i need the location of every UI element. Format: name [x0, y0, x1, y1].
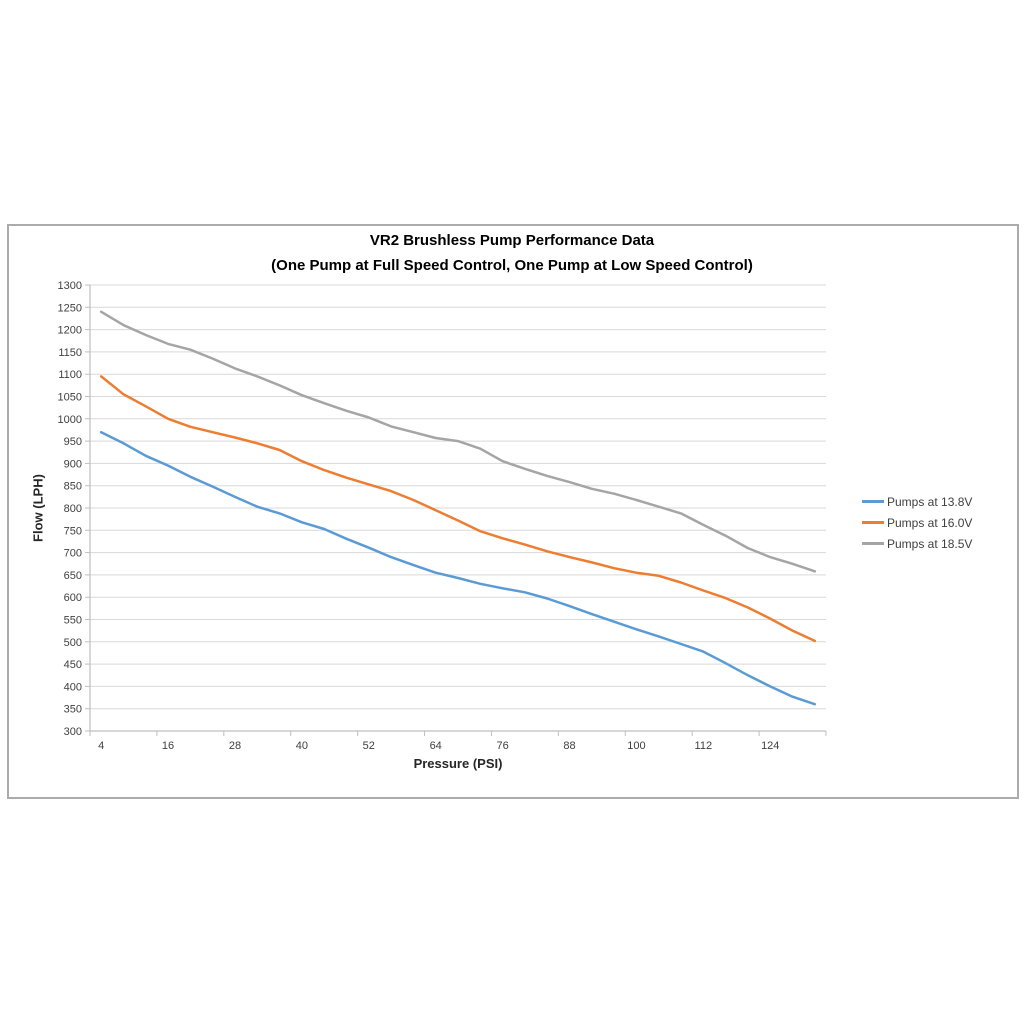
y-tick-label: 500 — [64, 637, 82, 649]
legend-item-label: Pumps at 16.0V — [887, 515, 973, 530]
x-tick-label: 40 — [296, 740, 308, 752]
y-tick-label: 600 — [64, 592, 82, 604]
series-line-pumps-at-13-8v — [99, 430, 817, 706]
x-tick-label: 76 — [496, 740, 508, 752]
legend-item-label: Pumps at 13.8V — [887, 494, 973, 509]
y-tick-label: 700 — [64, 548, 82, 560]
y-tick-label: 1250 — [58, 302, 82, 314]
y-tick-label: 400 — [64, 681, 82, 693]
chart-frame — [7, 224, 1019, 799]
y-tick-label: 350 — [64, 704, 82, 716]
y-tick-label: 450 — [64, 659, 82, 671]
legend-item: Pumps at 18.5V — [862, 533, 972, 554]
x-tick-label: 112 — [695, 740, 713, 752]
y-tick-label: 650 — [64, 570, 82, 582]
y-tick-label: 1150 — [58, 347, 82, 359]
y-tick-label: 550 — [64, 615, 82, 627]
legend-item: Pumps at 13.8V — [862, 491, 972, 512]
y-tick-label: 750 — [64, 525, 82, 537]
legend-item: Pumps at 16.0V — [862, 512, 972, 533]
series-line-pumps-at-16-0v — [99, 375, 817, 643]
y-tick-label: 1200 — [58, 325, 82, 337]
x-tick-label: 100 — [627, 740, 645, 752]
legend-swatch-line — [862, 521, 884, 524]
chart-title: VR2 Brushless Pump Performance Data (One… — [7, 228, 1017, 278]
x-tick-label: 64 — [430, 740, 442, 752]
x-tick-label: 52 — [363, 740, 375, 752]
x-tick-label: 16 — [162, 740, 174, 752]
y-tick-label: 300 — [64, 726, 82, 738]
x-tick-label: 88 — [563, 740, 575, 752]
y-tick-label: 1050 — [58, 392, 82, 404]
legend-item-label: Pumps at 18.5V — [887, 536, 973, 551]
x-tick-label: 4 — [98, 740, 104, 752]
chart-title-line1: VR2 Brushless Pump Performance Data — [369, 232, 655, 249]
y-tick-label: 800 — [64, 503, 82, 515]
x-tick-label: 28 — [229, 740, 241, 752]
y-tick-label: 850 — [64, 481, 82, 493]
chart-title-line2: (One Pump at Full Speed Control, One Pum… — [271, 257, 753, 274]
legend-swatch-line — [862, 542, 884, 545]
legend-swatch-line — [862, 500, 884, 503]
y-tick-label: 1100 — [58, 369, 82, 381]
y-tick-label: 950 — [64, 436, 82, 448]
y-axis-title: Flow (LPH) — [30, 474, 46, 542]
series-line-pumps-at-18-5v — [99, 310, 817, 573]
legend: Pumps at 13.8V Pumps at 16.0V Pumps at 18.… — [862, 491, 972, 554]
y-tick-label: 1300 — [58, 280, 82, 292]
x-axis-title: Pressure (PSI) — [413, 756, 503, 771]
y-tick-label: 1000 — [58, 414, 82, 426]
x-tick-label: 124 — [761, 740, 779, 752]
y-tick-label: 900 — [64, 458, 82, 470]
